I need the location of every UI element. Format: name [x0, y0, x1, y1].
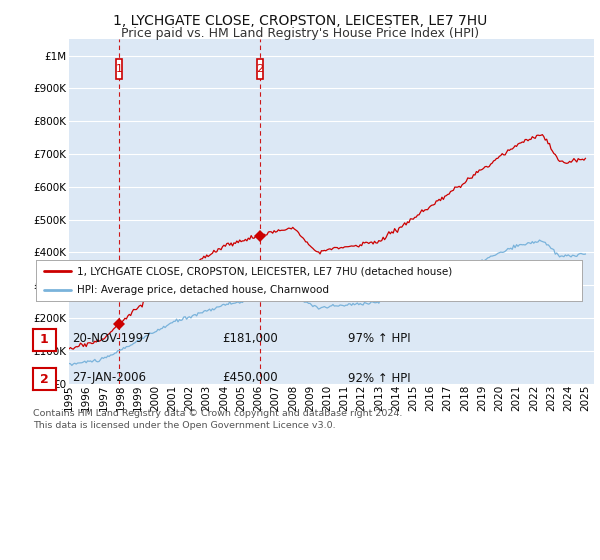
- Text: 27-JAN-2006: 27-JAN-2006: [72, 371, 146, 385]
- Text: £450,000: £450,000: [222, 371, 278, 385]
- Text: Price paid vs. HM Land Registry's House Price Index (HPI): Price paid vs. HM Land Registry's House …: [121, 27, 479, 40]
- FancyBboxPatch shape: [257, 59, 263, 78]
- Text: 97% ↑ HPI: 97% ↑ HPI: [348, 332, 410, 346]
- Text: HPI: Average price, detached house, Charnwood: HPI: Average price, detached house, Char…: [77, 285, 329, 295]
- Text: 1: 1: [40, 333, 49, 347]
- Text: 1, LYCHGATE CLOSE, CROPSTON, LEICESTER, LE7 7HU: 1, LYCHGATE CLOSE, CROPSTON, LEICESTER, …: [113, 14, 487, 28]
- Text: Contains HM Land Registry data © Crown copyright and database right 2024.
This d: Contains HM Land Registry data © Crown c…: [33, 409, 403, 430]
- FancyBboxPatch shape: [116, 59, 122, 78]
- Text: 20-NOV-1997: 20-NOV-1997: [72, 332, 151, 346]
- Text: £181,000: £181,000: [222, 332, 278, 346]
- Text: 92% ↑ HPI: 92% ↑ HPI: [348, 371, 410, 385]
- Text: 1: 1: [115, 64, 122, 74]
- Text: 2: 2: [40, 372, 49, 386]
- Text: 1, LYCHGATE CLOSE, CROPSTON, LEICESTER, LE7 7HU (detached house): 1, LYCHGATE CLOSE, CROPSTON, LEICESTER, …: [77, 267, 452, 276]
- Text: 2: 2: [256, 64, 263, 74]
